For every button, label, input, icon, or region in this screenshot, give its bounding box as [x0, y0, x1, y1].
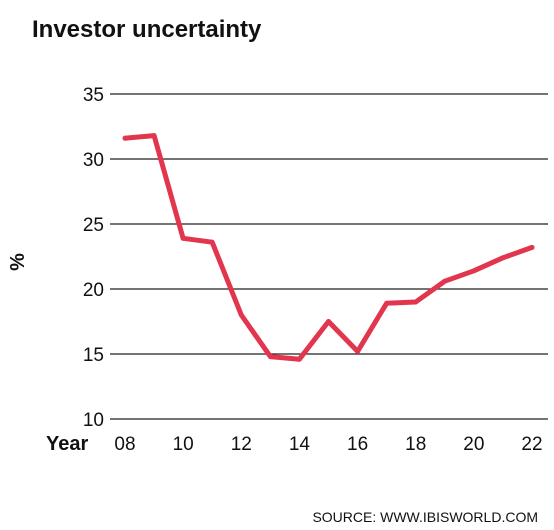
gridlines [110, 93, 548, 420]
data-point [500, 255, 506, 261]
data-point [442, 278, 448, 284]
data-point [267, 354, 273, 359]
x-tick-label: 20 [463, 434, 484, 455]
data-point [326, 319, 331, 324]
data-point [413, 299, 419, 305]
y-axis-label: % [7, 253, 29, 271]
chart-title: Investor uncertainty [32, 16, 262, 43]
x-tick-label: 12 [231, 434, 252, 455]
data-point [209, 239, 215, 245]
y-tick-label: 15 [83, 345, 104, 366]
data-point [297, 356, 302, 362]
data-point [151, 133, 157, 139]
series-layer [122, 133, 535, 362]
x-tick-label: 08 [114, 434, 135, 455]
x-axis-ticks: 08 10 12 14 16 18 20 22 [114, 434, 542, 455]
data-point [238, 312, 244, 318]
x-axis-label: Year [46, 433, 88, 455]
x-tick-label: 10 [173, 434, 194, 455]
data-point [384, 300, 390, 306]
data-point [180, 235, 186, 241]
y-tick-label: 30 [83, 150, 104, 171]
x-tick-label: 14 [289, 434, 311, 455]
series-line [122, 133, 535, 362]
x-tick-label: 22 [521, 434, 542, 455]
y-tick-label: 20 [83, 280, 104, 301]
y-tick-label: 35 [83, 85, 104, 106]
data-point [355, 349, 360, 354]
data-point [471, 268, 477, 274]
y-tick-label: 10 [83, 410, 104, 431]
data-point [529, 245, 535, 250]
y-tick-label: 25 [83, 215, 104, 236]
x-tick-label: 18 [405, 434, 426, 455]
data-point [122, 135, 128, 141]
x-tick-label: 16 [347, 434, 368, 455]
y-axis-ticks: 10 15 20 25 30 35 [83, 85, 104, 431]
source-note: SOURCE: WWW.IBISWORLD.COM [312, 509, 538, 525]
